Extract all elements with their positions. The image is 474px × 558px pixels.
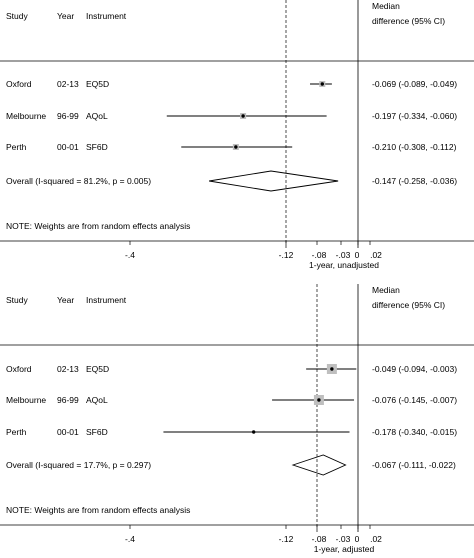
study-year: 96-99 — [57, 395, 79, 405]
forest-panel-2: Study Year Instrument Median difference (95%… — [0, 284, 474, 554]
weights-note: NOTE: Weights are from random effects an… — [6, 505, 190, 515]
study-instrument: SF6D — [86, 142, 108, 152]
x-axis-label: 1-year, unadjusted — [309, 260, 379, 270]
overall-diamond — [291, 454, 347, 476]
weights-note: NOTE: Weights are from random effects an… — [6, 221, 190, 231]
study-ci-text: -0.210 (-0.308, -0.112) — [372, 142, 457, 152]
study-instrument: AQoL — [86, 111, 108, 121]
point-estimate — [317, 398, 321, 402]
x-tick-label: -.08 — [312, 250, 327, 260]
study-year: 00-01 — [57, 427, 79, 437]
x-tick-label: -.4 — [125, 250, 135, 260]
header-study: Study — [6, 295, 28, 305]
overall-ci-text: -0.067 (-0.111, -0.022) — [372, 460, 456, 470]
x-tick-label: -.03 — [336, 250, 351, 260]
header-effect-line2: difference (95% CI) — [372, 16, 445, 26]
overall-label: Overall (I-squared = 17.7%, p = 0.297) — [6, 460, 151, 470]
study-year: 96-99 — [57, 111, 79, 121]
header-year: Year — [57, 295, 74, 305]
point-estimate — [330, 367, 334, 371]
study-year: 00-01 — [57, 142, 79, 152]
header-effect-line1: Median — [372, 1, 400, 11]
x-tick-label: 0 — [355, 534, 360, 544]
header-year: Year — [57, 11, 74, 21]
study-ci-text: -0.069 (-0.089, -0.049) — [372, 79, 457, 89]
study-ci-text: -0.076 (-0.145, -0.007) — [372, 395, 457, 405]
study-ci-text: -0.049 (-0.094, -0.003) — [372, 364, 457, 374]
x-tick-label: .02 — [370, 250, 382, 260]
x-tick-label: -.12 — [279, 250, 294, 260]
header-effect-line2: difference (95% CI) — [372, 300, 445, 310]
study-ci-text: -0.197 (-0.334, -0.060) — [372, 111, 457, 121]
study-year: 02-13 — [57, 79, 79, 89]
study-name: Perth — [6, 427, 27, 437]
overall-diamond — [209, 170, 339, 192]
x-tick-label: -.12 — [279, 534, 294, 544]
x-axis-label: 1-year, adjusted — [314, 544, 375, 554]
header-instrument: Instrument — [86, 295, 127, 305]
x-tick-label: 0 — [355, 250, 360, 260]
point-estimate — [234, 145, 238, 149]
point-estimate — [251, 430, 256, 434]
study-name: Melbourne — [6, 111, 46, 121]
point-estimate — [241, 114, 245, 118]
point-estimate — [320, 82, 324, 86]
x-tick-label: -.03 — [336, 534, 351, 544]
study-year: 02-13 — [57, 364, 79, 374]
study-instrument: AQoL — [86, 395, 108, 405]
overall-ci-text: -0.147 (-0.258, -0.036) — [372, 176, 457, 186]
overall-label: Overall (I-squared = 81.2%, p = 0.005) — [6, 176, 151, 186]
study-name: Melbourne — [6, 395, 46, 405]
header-instrument: Instrument — [86, 11, 127, 21]
study-name: Oxford — [6, 364, 32, 374]
study-instrument: EQ5D — [86, 364, 109, 374]
study-name: Perth — [6, 142, 27, 152]
x-tick-label: -.4 — [125, 534, 135, 544]
x-tick-label: -.08 — [312, 534, 327, 544]
study-instrument: EQ5D — [86, 79, 109, 89]
study-name: Oxford — [6, 79, 32, 89]
forest-panel-1: Study Year Instrument Median difference (95%… — [0, 0, 474, 270]
x-tick-label: .02 — [370, 534, 382, 544]
study-ci-text: -0.178 (-0.340, -0.015) — [372, 427, 457, 437]
header-effect-line1: Median — [372, 285, 400, 295]
header-study: Study — [6, 11, 28, 21]
study-instrument: SF6D — [86, 427, 108, 437]
